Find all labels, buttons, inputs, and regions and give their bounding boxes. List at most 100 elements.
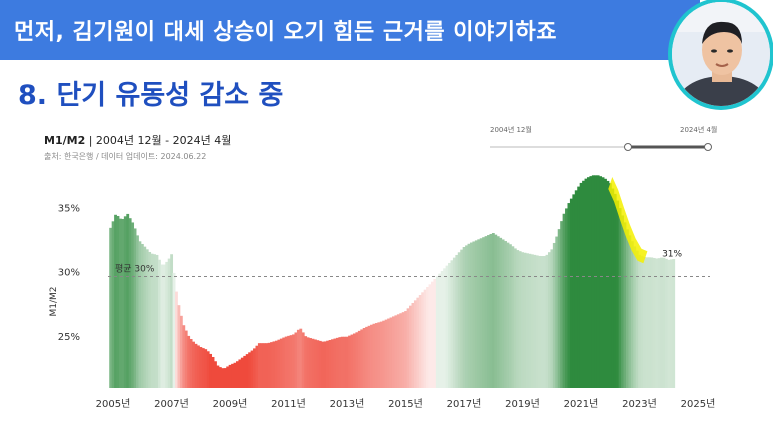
- chart-bar: [323, 341, 327, 388]
- chart-bar: [489, 233, 493, 388]
- chart-bar: [123, 216, 127, 388]
- range-end-label: 2024년 4월: [680, 126, 718, 134]
- chart-bar: [560, 221, 564, 388]
- chart-bar: [223, 368, 227, 388]
- range-slider-end-handle[interactable]: [704, 143, 712, 151]
- chart-bar: [406, 308, 410, 388]
- chart-bar: [655, 258, 659, 388]
- chart-bar: [245, 354, 249, 388]
- chart-bar: [370, 324, 373, 388]
- chart-bar: [279, 338, 283, 388]
- chart-bar: [231, 363, 234, 388]
- chart-bar: [226, 366, 230, 388]
- chart-bar: [621, 215, 624, 388]
- chart-bar: [309, 338, 312, 388]
- chart-bar: [523, 252, 527, 388]
- chart-bar: [569, 198, 573, 388]
- chart-bar: [243, 355, 247, 388]
- chart-bar: [586, 177, 590, 388]
- chart-bar: [545, 254, 549, 388]
- chart-bar: [645, 257, 649, 388]
- chart-bar: [238, 359, 242, 388]
- y-tick-label: 35%: [58, 204, 80, 215]
- chart-bar: [469, 242, 473, 388]
- chart-bar: [150, 253, 154, 388]
- chart-bar: [328, 340, 332, 388]
- chart-bar: [669, 259, 673, 388]
- section-title: 8. 단기 유동성 감소 중: [18, 80, 284, 111]
- chart-bar: [579, 182, 583, 388]
- chart-bar: [206, 351, 210, 388]
- chart-bar: [199, 347, 203, 388]
- chart-bar: [547, 252, 551, 388]
- chart-bar: [526, 253, 529, 388]
- chart-bar: [643, 256, 646, 388]
- chart-bar: [433, 278, 437, 388]
- chart-bar: [201, 348, 205, 388]
- chart-bars: [109, 175, 676, 388]
- chart-bar: [262, 343, 266, 388]
- chart-bar: [521, 252, 525, 388]
- chart-bar: [153, 254, 156, 388]
- chart-bar: [418, 295, 422, 388]
- chart-bar: [413, 300, 417, 388]
- chart-bar: [616, 200, 620, 388]
- chart-bar: [513, 248, 517, 388]
- chart-bar: [423, 289, 427, 388]
- chart-bar: [143, 246, 147, 388]
- chart-bar: [604, 178, 607, 388]
- chart-bar: [274, 340, 278, 388]
- x-tick-label: 2011년: [271, 398, 306, 410]
- chart-bar: [550, 249, 554, 388]
- chart-bar: [196, 345, 200, 388]
- chart-bar: [338, 337, 342, 388]
- chart-bar: [216, 365, 220, 388]
- chart-bar: [440, 270, 444, 388]
- chart-bar: [362, 328, 366, 388]
- chart-bar: [282, 337, 286, 388]
- x-tick-label: 2007년: [154, 398, 189, 410]
- chart-bar: [289, 335, 293, 388]
- highlight-stroke: [608, 177, 648, 264]
- chart-bar: [401, 312, 405, 388]
- chart-bar: [409, 305, 412, 388]
- chart-bar: [474, 240, 478, 388]
- chart-bar: [457, 252, 461, 388]
- chart-bar: [357, 330, 361, 388]
- chart-bar: [360, 329, 364, 388]
- chart-bar: [399, 313, 403, 388]
- range-slider-start-handle[interactable]: [624, 143, 632, 151]
- chart-bar: [638, 254, 642, 388]
- chart-bar: [667, 259, 671, 388]
- chart-bar: [455, 254, 459, 388]
- chart-bar: [589, 176, 593, 388]
- chart-bar: [382, 320, 386, 388]
- chart-bar: [625, 229, 629, 388]
- chart-bar: [635, 250, 639, 388]
- y-tick-label: 25%: [58, 332, 80, 343]
- chart-bar: [348, 335, 351, 388]
- average-label: 평균 30%: [115, 264, 155, 275]
- chart-bar: [335, 337, 339, 388]
- chart-bar: [250, 350, 254, 388]
- chart-bar: [321, 341, 325, 388]
- chart-bar: [662, 257, 666, 388]
- chart-bar: [511, 246, 515, 388]
- chart-bar: [162, 264, 166, 388]
- chart-bar: [304, 336, 308, 388]
- x-tick-label: 2023년: [622, 398, 657, 410]
- y-tick-label: 30%: [58, 268, 80, 279]
- chart-bar: [175, 291, 178, 388]
- chart-bar: [387, 318, 390, 388]
- chart-bar: [516, 250, 520, 388]
- chart-bar: [640, 255, 644, 388]
- chart-bar: [555, 236, 559, 388]
- chart-bar: [501, 239, 505, 388]
- chart-bar: [192, 341, 195, 388]
- chart-bar: [365, 326, 369, 388]
- chart-bar: [491, 233, 495, 388]
- chart-bar: [508, 244, 512, 388]
- x-tick-label: 2005년: [96, 398, 131, 410]
- chart-bar: [111, 221, 115, 388]
